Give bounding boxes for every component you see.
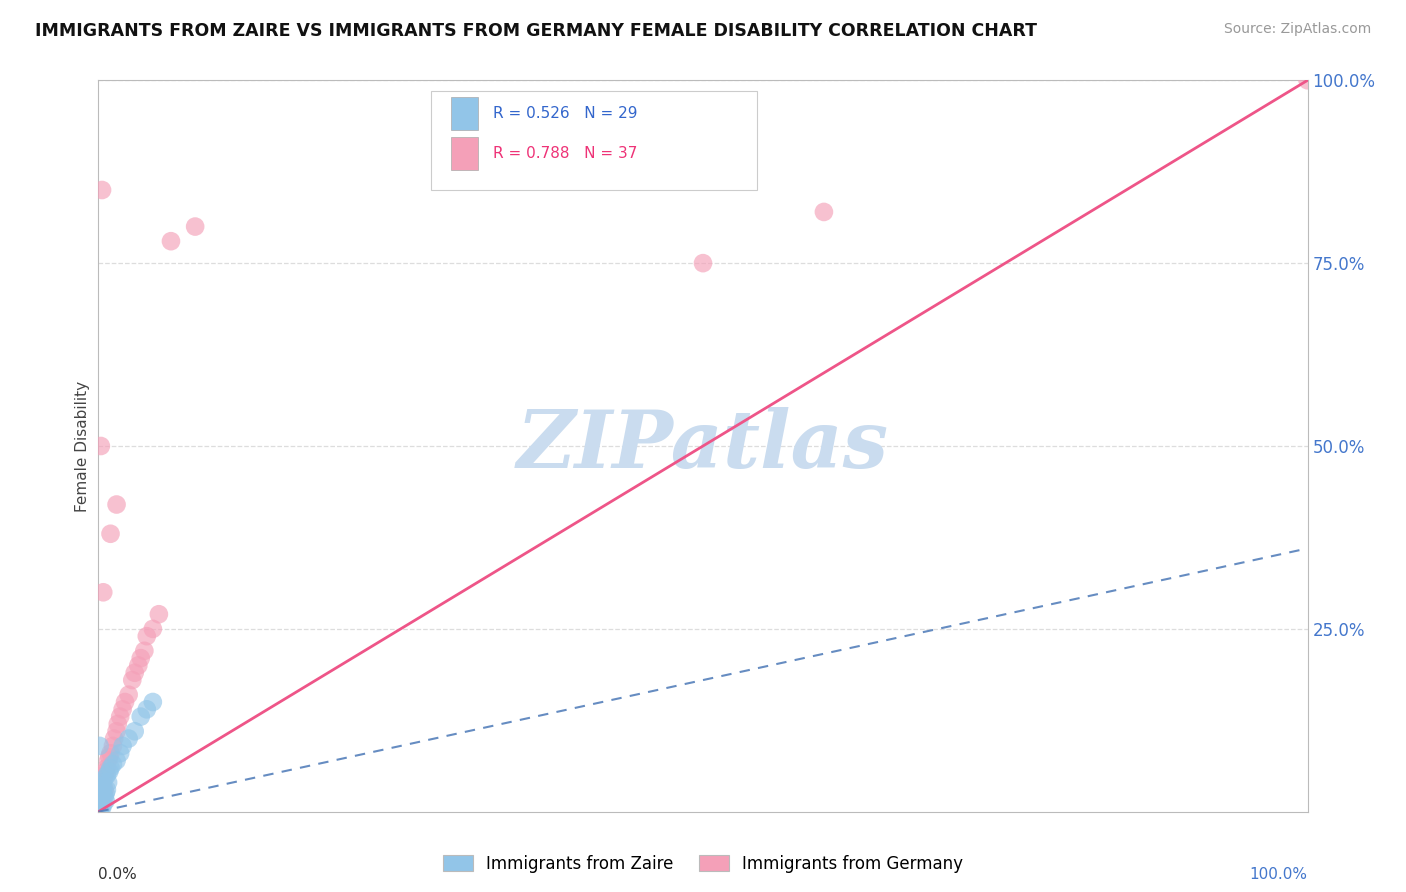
Point [184, 219, 207, 234]
Point [89, 803, 111, 817]
Point [90, 801, 112, 815]
Point [121, 673, 143, 687]
Point [111, 739, 134, 753]
Text: R = 0.526   N = 29: R = 0.526 N = 29 [492, 105, 637, 120]
Text: ZIPatlas: ZIPatlas [517, 408, 889, 484]
Point [105, 724, 128, 739]
Point [142, 695, 165, 709]
Point [91, 775, 114, 789]
Point [105, 754, 128, 768]
Point [100, 746, 122, 760]
Point [91, 787, 114, 801]
Point [91, 801, 114, 815]
Point [100, 761, 122, 775]
Point [98, 764, 121, 779]
Point [103, 731, 125, 746]
Point [135, 702, 157, 716]
Point [91, 779, 114, 793]
Point [142, 622, 165, 636]
Point [91, 790, 114, 805]
Point [91, 797, 114, 812]
Point [118, 731, 141, 746]
Point [134, 644, 156, 658]
Point [124, 724, 146, 739]
FancyBboxPatch shape [432, 91, 758, 190]
Point [118, 688, 141, 702]
Point [96, 761, 118, 775]
Point [94, 787, 117, 801]
Y-axis label: Female Disability: Female Disability [75, 380, 90, 512]
Point [692, 256, 714, 270]
Text: Source: ZipAtlas.com: Source: ZipAtlas.com [1223, 22, 1371, 37]
Point [91, 782, 114, 797]
Point [90, 797, 112, 812]
Point [114, 695, 136, 709]
Text: 100.0%: 100.0% [1250, 867, 1308, 881]
Point [148, 607, 170, 622]
Point [90, 775, 112, 789]
Point [91, 183, 114, 197]
Point [97, 775, 120, 789]
Point [97, 754, 120, 768]
Point [91, 585, 114, 599]
Point [100, 526, 122, 541]
Point [89, 790, 111, 805]
Point [108, 746, 131, 760]
Point [89, 739, 111, 753]
Point [91, 794, 114, 808]
Point [96, 768, 118, 782]
Point [813, 205, 835, 219]
Point [105, 498, 128, 512]
Point [1296, 73, 1319, 87]
Point [129, 651, 152, 665]
Point [124, 665, 146, 680]
Point [91, 787, 114, 801]
Text: 0.0%: 0.0% [98, 867, 138, 881]
Point [94, 794, 117, 808]
Point [135, 629, 157, 643]
Point [108, 709, 131, 723]
Point [101, 739, 124, 753]
Point [129, 709, 152, 723]
Point [93, 790, 115, 805]
Point [107, 717, 129, 731]
Point [90, 439, 112, 453]
Point [160, 234, 183, 248]
Text: R = 0.788   N = 37: R = 0.788 N = 37 [492, 146, 637, 161]
Point [93, 768, 115, 782]
Point [93, 782, 115, 797]
Legend: Immigrants from Zaire, Immigrants from Germany: Immigrants from Zaire, Immigrants from G… [436, 848, 970, 880]
Point [98, 749, 121, 764]
Point [111, 702, 134, 716]
Point [94, 764, 117, 779]
Point [127, 658, 149, 673]
FancyBboxPatch shape [451, 96, 478, 129]
Text: IMMIGRANTS FROM ZAIRE VS IMMIGRANTS FROM GERMANY FEMALE DISABILITY CORRELATION C: IMMIGRANTS FROM ZAIRE VS IMMIGRANTS FROM… [35, 22, 1038, 40]
FancyBboxPatch shape [451, 137, 478, 169]
Point [101, 757, 124, 772]
Point [93, 772, 115, 786]
Point [96, 782, 118, 797]
